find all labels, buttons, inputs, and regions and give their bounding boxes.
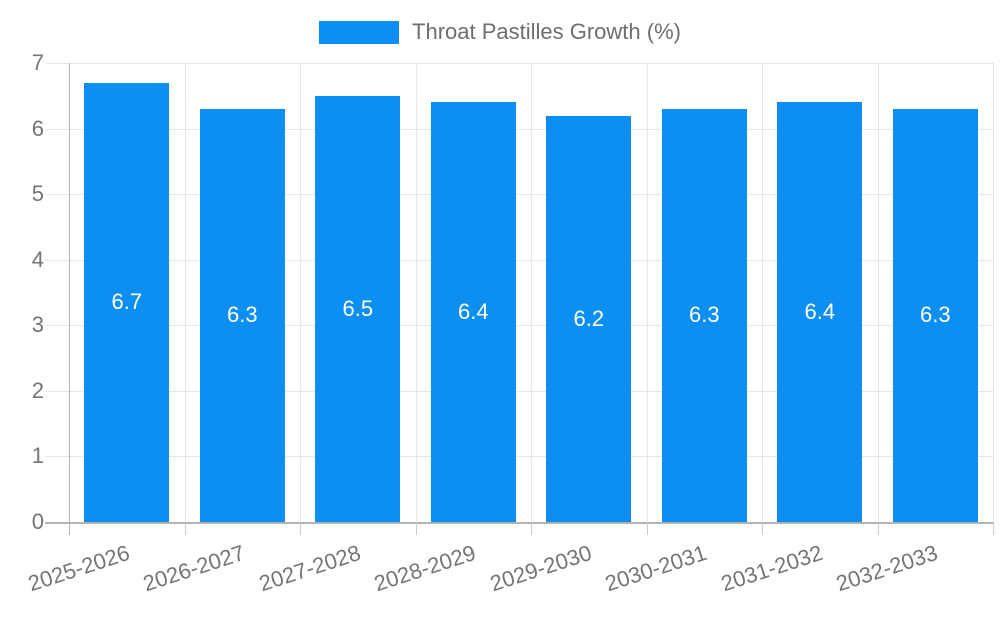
y-gridline [45, 456, 993, 457]
x-axis-tick [647, 522, 648, 535]
v-gridline [878, 63, 879, 522]
y-gridline [45, 194, 993, 195]
y-tick-label: 1 [31, 443, 44, 468]
bar[interactable] [777, 102, 863, 522]
y-tick-label: 4 [31, 247, 44, 272]
bar-value-label: 6.5 [342, 295, 374, 321]
x-axis-tick [762, 522, 763, 535]
legend-swatch [319, 20, 400, 44]
bar[interactable] [661, 108, 747, 522]
x-axis-tick [531, 522, 532, 535]
x-axis-baseline [45, 522, 993, 524]
v-gridline [531, 63, 532, 522]
bar-value-label: 6.7 [111, 289, 143, 315]
v-gridline [762, 63, 763, 522]
x-axis-tick [878, 522, 879, 535]
bar-value-label: 6.3 [689, 302, 720, 328]
x-axis-tick [416, 522, 417, 535]
bar-value-label: 6.2 [573, 305, 605, 331]
bar[interactable] [199, 108, 285, 522]
v-gridline [416, 63, 417, 522]
v-gridline [185, 63, 186, 522]
legend-label: Throat Pastilles Growth (%) [412, 19, 681, 44]
y-gridline [45, 260, 993, 261]
y-gridline [45, 325, 993, 326]
bar-chart-figure: Throat Pastilles Growth (%) 0 1 2 3 4 5 6 7 6.7 2… [0, 19, 1000, 597]
v-gridline [993, 63, 994, 522]
y-tick-label: 0 [31, 509, 44, 534]
bar[interactable] [430, 102, 516, 522]
y-tick-label: 5 [31, 181, 44, 206]
bar[interactable] [84, 82, 170, 522]
bar-value-label: 6.3 [227, 302, 258, 328]
y-axis-line [69, 63, 70, 535]
bar-value-label: 6.4 [458, 299, 489, 325]
bar[interactable] [892, 108, 978, 522]
y-tick-label: 6 [31, 116, 44, 141]
y-gridline [45, 129, 993, 130]
chart-legend: Throat Pastilles Growth (%) [0, 19, 1000, 45]
bar[interactable] [315, 95, 401, 522]
plot-area: 0 1 2 3 4 5 6 7 6.7 2025-2026 6.3 2026-2027 6.5 2027-… [25, 50, 994, 596]
v-gridline [300, 63, 301, 522]
y-gridline [45, 391, 993, 392]
y-tick-label: 3 [31, 312, 44, 337]
x-axis-tick [993, 522, 994, 535]
x-axis-tick [185, 522, 186, 535]
y-tick-label: 2 [31, 378, 44, 403]
x-axis-tick [300, 522, 301, 535]
bar-value-label: 6.3 [920, 302, 951, 328]
y-gridline [45, 63, 993, 64]
v-gridline [647, 63, 648, 522]
bar-value-label: 6.4 [804, 299, 836, 325]
y-tick-label: 7 [31, 50, 44, 75]
bar[interactable] [546, 115, 632, 522]
